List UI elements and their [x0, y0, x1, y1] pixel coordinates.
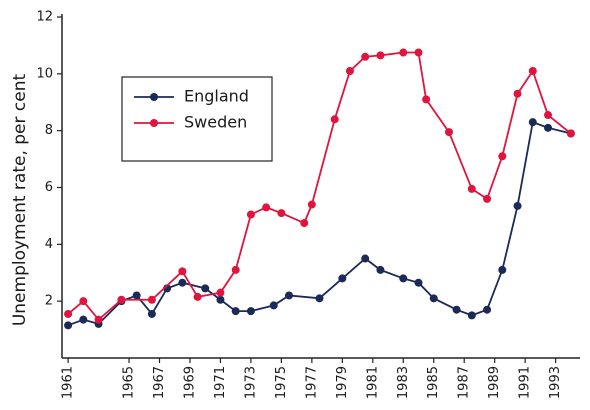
data-point — [467, 184, 476, 193]
x-tick-label: 1971 — [213, 366, 228, 399]
data-point — [513, 89, 522, 98]
data-point — [193, 292, 202, 301]
data-point — [269, 301, 278, 310]
data-point — [414, 278, 423, 287]
data-point — [376, 51, 385, 60]
y-tick-label: 2 — [45, 294, 53, 309]
x-tick-label: 1981 — [365, 366, 380, 399]
data-point — [246, 210, 255, 219]
data-point — [79, 315, 88, 324]
x-tick-label: 1979 — [335, 366, 350, 399]
x-tick-label: 1975 — [274, 366, 289, 399]
data-point — [178, 278, 187, 287]
data-point — [544, 123, 553, 132]
data-point — [79, 297, 88, 306]
y-tick-label: 10 — [36, 66, 53, 81]
data-point — [361, 52, 370, 61]
data-point — [277, 209, 286, 218]
data-point — [528, 118, 537, 127]
data-point — [94, 315, 103, 324]
data-point — [361, 254, 370, 263]
data-point — [300, 219, 309, 228]
data-point — [330, 115, 339, 124]
data-point — [201, 284, 210, 293]
y-tick-label: 4 — [45, 237, 53, 252]
legend-label: Sweden — [184, 113, 247, 132]
x-tick-label: 1973 — [243, 366, 258, 399]
y-axis-title: Unemployment rate, per cent — [10, 74, 30, 327]
data-point — [452, 305, 461, 314]
x-tick-label: 1965 — [122, 366, 137, 399]
data-point — [444, 128, 453, 137]
data-point — [216, 288, 225, 297]
data-point — [414, 48, 423, 57]
data-point — [338, 274, 347, 283]
x-tick-label: 1967 — [152, 366, 167, 399]
data-point — [399, 274, 408, 283]
data-point — [399, 48, 408, 57]
legend-label: England — [184, 87, 249, 106]
data-point — [467, 311, 476, 320]
data-point — [566, 129, 575, 138]
data-point — [307, 200, 316, 209]
x-tick-label: 1985 — [426, 366, 441, 399]
data-point — [498, 152, 507, 161]
data-point — [216, 295, 225, 304]
data-point — [345, 66, 354, 75]
legend-box — [121, 76, 273, 162]
data-point — [544, 111, 553, 120]
legend-marker — [150, 119, 158, 127]
x-tick-label: 1987 — [457, 366, 472, 399]
data-point — [231, 307, 240, 316]
data-point — [528, 66, 537, 75]
data-point — [64, 321, 73, 330]
x-tick-label: 1961 — [61, 366, 76, 399]
data-point — [262, 203, 271, 212]
x-tick-label: 1977 — [304, 366, 319, 399]
x-tick-label: 1983 — [396, 366, 411, 399]
y-tick-label: 12 — [36, 10, 53, 25]
data-point — [285, 291, 294, 300]
data-point — [147, 295, 156, 304]
legend-marker — [150, 93, 158, 101]
data-point — [315, 294, 324, 303]
x-tick-label: 1969 — [182, 366, 197, 399]
y-tick-label: 6 — [45, 180, 53, 195]
y-tick-label: 8 — [45, 123, 53, 138]
data-point — [376, 265, 385, 274]
data-point — [117, 295, 126, 304]
data-point — [246, 307, 255, 316]
data-point — [64, 309, 73, 318]
data-point — [178, 267, 187, 276]
data-point — [147, 309, 156, 318]
data-point — [429, 294, 438, 303]
data-point — [132, 291, 141, 300]
x-tick-label: 1991 — [518, 366, 533, 399]
data-point — [231, 265, 240, 274]
data-point — [422, 95, 431, 104]
data-point — [513, 201, 522, 210]
data-point — [483, 305, 492, 314]
data-point — [483, 194, 492, 203]
data-point — [498, 265, 507, 274]
x-tick-label: 1993 — [548, 366, 563, 399]
x-tick-label: 1989 — [487, 366, 502, 399]
